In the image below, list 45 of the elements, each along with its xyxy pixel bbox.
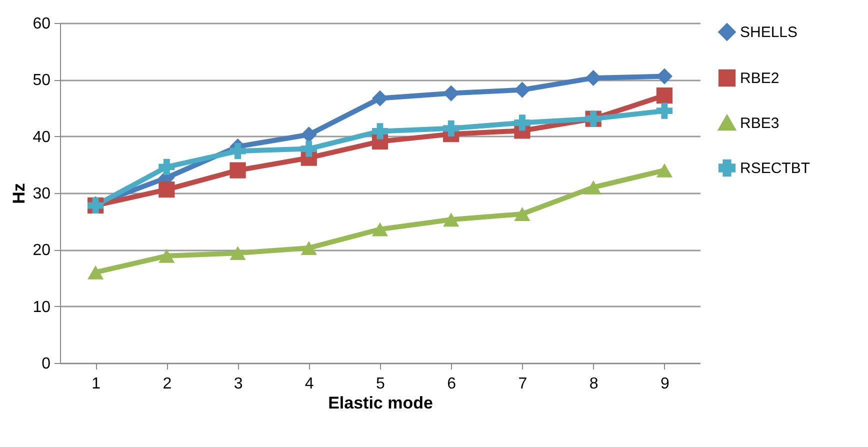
y-tick-label: 50 (32, 72, 51, 90)
legend-label: RBE3 (740, 115, 780, 132)
point (87, 265, 104, 280)
point (300, 240, 317, 255)
y-tick-label: 30 (32, 186, 51, 202)
point (585, 70, 602, 86)
point (443, 120, 460, 136)
y-tick-label: 60 (32, 16, 51, 32)
point (372, 222, 388, 236)
y-tick-label: 20 (32, 242, 51, 260)
y-axis-title: Hz (10, 183, 29, 204)
point (656, 87, 673, 104)
point (158, 182, 175, 198)
point (656, 102, 673, 119)
point (372, 123, 388, 140)
y-tick-label: 40 (32, 128, 51, 146)
point (230, 246, 246, 260)
point (230, 143, 246, 160)
y-tick-label: 0 (42, 356, 51, 372)
x-tick-label: 9 (660, 376, 670, 392)
x-tick-label: 2 (162, 376, 172, 392)
point (656, 163, 673, 178)
point (158, 248, 175, 263)
point (514, 114, 530, 131)
point (300, 126, 317, 143)
point (514, 206, 530, 221)
point (585, 180, 602, 194)
x-tick-label: 1 (92, 376, 101, 392)
point (158, 158, 175, 175)
legend-label: RSECTBT (740, 160, 810, 177)
legend-label: SHELLS (740, 24, 798, 41)
point (230, 162, 246, 178)
x-tick-label: 8 (589, 376, 598, 392)
point (443, 212, 460, 227)
legend-label: RBE2 (740, 70, 780, 87)
point (514, 82, 530, 98)
point (372, 90, 388, 106)
x-axis-title: Elastic mode (328, 394, 433, 412)
x-tick-label: 4 (304, 376, 314, 392)
x-tick-label: 3 (234, 376, 243, 392)
y-tick-label: 10 (32, 298, 51, 316)
x-tick-label: 7 (518, 376, 528, 392)
x-tick-label: 6 (447, 376, 456, 392)
x-tick-label: 5 (376, 376, 386, 392)
point (300, 140, 317, 157)
